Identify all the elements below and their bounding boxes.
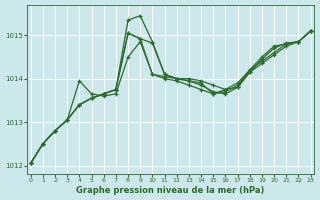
X-axis label: Graphe pression niveau de la mer (hPa): Graphe pression niveau de la mer (hPa) <box>76 186 265 195</box>
